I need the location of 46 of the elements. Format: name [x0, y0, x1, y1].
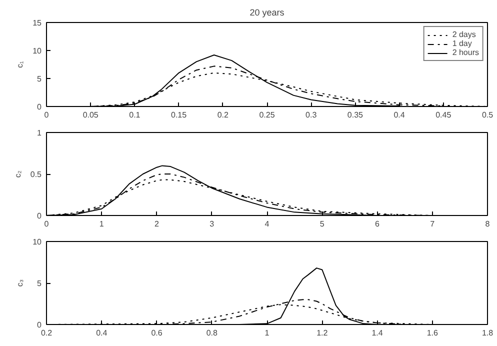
y-tick-label: 0 [37, 212, 42, 220]
x-tick-label: 0.15 [171, 110, 188, 120]
y-axis-title: c₁ [16, 60, 25, 68]
x-tick-label: 1.2 [316, 328, 328, 338]
x-tick-label: 7 [430, 220, 436, 228]
x-tick-label: 4 [264, 220, 270, 228]
y-tick-label: 10 [32, 238, 42, 246]
x-tick-label: 0.5 [482, 110, 494, 120]
x-tick-label: 1.6 [426, 328, 438, 338]
x-tick-label: 1.8 [482, 328, 494, 338]
legend-label: 2 hours [452, 48, 479, 57]
x-tick-label: 0.2 [217, 110, 230, 120]
y-tick-label: 5 [37, 74, 42, 84]
x-tick-label: 0.6 [151, 328, 163, 338]
x-tick-label: 0.1 [129, 110, 141, 120]
x-tick-label: 8 [485, 220, 490, 228]
y-tick-label: 0 [37, 102, 42, 112]
y-tick-label: 5 [37, 279, 42, 288]
x-tick-label: 0 [44, 220, 50, 228]
x-tick-label: 0.8 [206, 328, 218, 338]
y-tick-label: 0.5 [30, 170, 42, 179]
chart-title: 20 years [250, 8, 285, 18]
x-tick-label: 1 [99, 220, 104, 228]
x-tick-label: 2 [154, 220, 160, 228]
x-tick-label: 1 [264, 328, 270, 338]
x-tick-label: 0.45 [436, 110, 452, 120]
legend-label: 1 day [452, 39, 472, 48]
x-tick-label: 0 [44, 110, 50, 120]
x-tick-label: 0.25 [259, 110, 276, 120]
legend-label: 2 days [452, 30, 476, 39]
y-axis-title: c₂ [13, 170, 22, 178]
y-tick-label: 0 [37, 320, 42, 330]
x-tick-label: 0.4 [96, 328, 108, 338]
x-tick-label: 6 [375, 220, 380, 228]
x-tick-label: 0.3 [306, 110, 318, 120]
x-tick-label: 0.05 [82, 110, 99, 120]
y-tick-label: 10 [32, 46, 42, 56]
x-tick-label: 0.35 [347, 110, 364, 120]
y-tick-label: 1 [37, 128, 42, 138]
y-axis-title: c₃ [16, 279, 25, 287]
y-tick-label: 15 [32, 18, 42, 28]
x-tick-label: 0.2 [40, 328, 53, 338]
x-tick-label: 0.4 [394, 110, 406, 120]
x-tick-label: 1.4 [372, 328, 384, 338]
x-tick-label: 3 [210, 220, 215, 228]
x-tick-label: 5 [320, 220, 325, 228]
